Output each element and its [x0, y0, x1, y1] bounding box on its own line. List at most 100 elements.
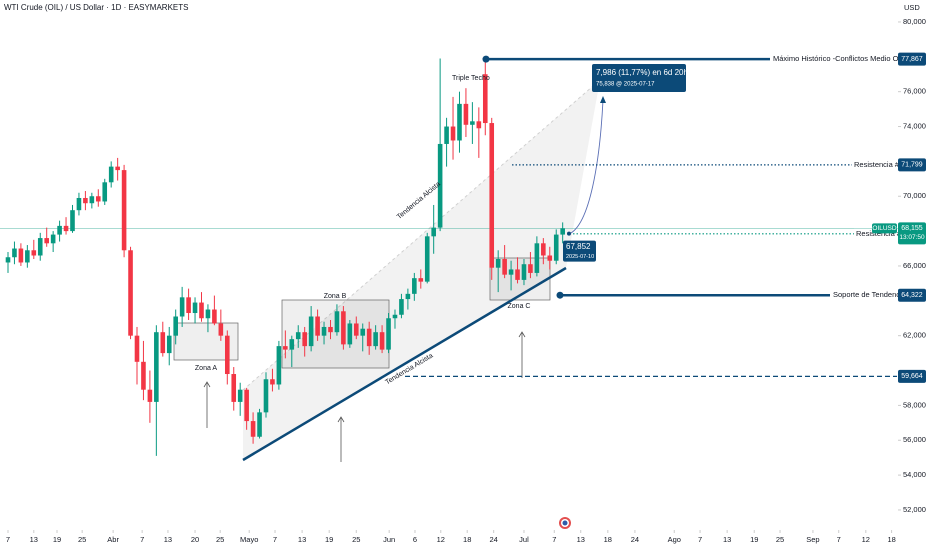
- trend-line: [242, 266, 567, 462]
- candle-body: [283, 346, 288, 350]
- x-tick-label: 19: [53, 535, 61, 544]
- candle-body: [553, 234, 559, 261]
- level-label: Resistencia #2: [854, 160, 903, 169]
- candle-body: [295, 332, 301, 340]
- candle-body: [502, 258, 507, 275]
- x-tick-label: 25: [352, 535, 360, 544]
- x-tick-label: Ago: [668, 535, 681, 544]
- candle-body: [476, 121, 482, 129]
- candle-body: [205, 309, 211, 319]
- candle-body: [495, 258, 501, 268]
- level-anchor: [556, 291, 564, 299]
- x-tick-label: 12: [437, 535, 445, 544]
- currency-label: USD: [904, 3, 920, 12]
- candle-body: [179, 297, 185, 317]
- price-badge: [898, 52, 926, 66]
- candle-body: [489, 123, 495, 268]
- last-price-label: 68,155: [901, 225, 923, 232]
- candle-body: [18, 248, 24, 263]
- candle-body: [212, 309, 217, 324]
- y-tick-label: 54,000: [903, 470, 926, 479]
- candle-body: [25, 250, 30, 263]
- candle-body: [470, 121, 475, 125]
- candle-body: [199, 302, 204, 319]
- x-tick-label: 19: [325, 535, 333, 544]
- candle-body: [508, 269, 514, 275]
- candle-body: [44, 238, 49, 244]
- candle-body: [399, 299, 404, 315]
- level-label-bg: [831, 290, 917, 301]
- candle-body: [37, 238, 43, 256]
- candle-body: [379, 332, 385, 350]
- candle-body: [412, 278, 417, 294]
- candle-body: [360, 328, 366, 336]
- candle-body: [450, 126, 456, 141]
- plot-area: [0, 58, 898, 456]
- price-badge: [898, 288, 926, 302]
- candle-body: [560, 228, 565, 235]
- candle-body: [231, 374, 237, 402]
- level-label: Máximo Histórico -Conflictos Medio Orien…: [773, 54, 917, 63]
- candle-body: [5, 257, 11, 263]
- candle-body: [173, 316, 178, 336]
- candle-body: [154, 332, 159, 402]
- level-label-bg: [852, 159, 913, 170]
- x-tick-label: 13: [577, 535, 585, 544]
- projection-arrowhead: [600, 96, 606, 103]
- candle-body: [386, 318, 391, 350]
- candle-body: [366, 328, 372, 347]
- x-tick-label: Mayo: [240, 535, 258, 544]
- countdown-label: 13:07:50: [899, 234, 925, 241]
- x-tick-label: 25: [776, 535, 784, 544]
- x-tick-label: 7: [552, 535, 556, 544]
- price-badge-label: 59,664: [901, 373, 923, 380]
- candle-body: [224, 335, 230, 375]
- x-tick-label: 7: [698, 535, 702, 544]
- candle-body: [328, 326, 333, 333]
- candle-body: [341, 311, 346, 345]
- candle-body: [192, 302, 198, 314]
- candle-body: [257, 412, 262, 437]
- y-tick-label: 52,000: [903, 505, 926, 514]
- candle-body: [108, 166, 114, 183]
- candle-body: [302, 332, 307, 347]
- candle-body: [457, 103, 462, 141]
- candle-body: [95, 196, 101, 202]
- candle-body: [76, 197, 82, 211]
- candle-body: [250, 421, 256, 437]
- candle-body: [12, 248, 17, 258]
- candle-body: [244, 389, 249, 422]
- candle-body: [334, 311, 340, 333]
- level-label: Soporte de Tendencia: [833, 290, 907, 299]
- candle-body: [237, 389, 243, 402]
- x-tick-label: Sep: [806, 535, 819, 544]
- candle-body: [166, 335, 172, 354]
- symbol-badge: [872, 223, 897, 234]
- candle-body: [392, 314, 398, 319]
- y-tick-label: 66,000: [903, 261, 926, 270]
- candle-body: [308, 316, 314, 347]
- annotation: Zona B: [324, 293, 347, 300]
- level-label-bg: [771, 54, 932, 65]
- candle-body: [541, 243, 546, 256]
- x-tick-label: 19: [750, 535, 758, 544]
- x-tick-label: 13: [723, 535, 731, 544]
- candle-body: [405, 293, 411, 300]
- x-tick-label: 20: [191, 535, 199, 544]
- x-tick-label: Jul: [519, 535, 529, 544]
- annotation: Zona C: [508, 303, 531, 310]
- candle-body: [521, 264, 527, 280]
- y-tick-label: 62,000: [903, 331, 926, 340]
- candle-body: [270, 379, 275, 385]
- candle-body: [373, 332, 378, 347]
- y-tick-label: 74,000: [903, 122, 926, 131]
- symbol-label: OILUSD: [872, 225, 897, 232]
- chart-title: WTI Crude (OIL) / US Dollar · 1D · EASYM…: [4, 3, 188, 12]
- channel-fill: [243, 80, 600, 460]
- candle-body: [353, 323, 359, 336]
- price-badge-label: 64,322: [901, 292, 923, 299]
- x-tick-label: 25: [216, 535, 224, 544]
- price-badge-label: 71,799: [901, 162, 923, 169]
- x-tick-label: Jun: [383, 535, 395, 544]
- candle-body: [418, 278, 424, 282]
